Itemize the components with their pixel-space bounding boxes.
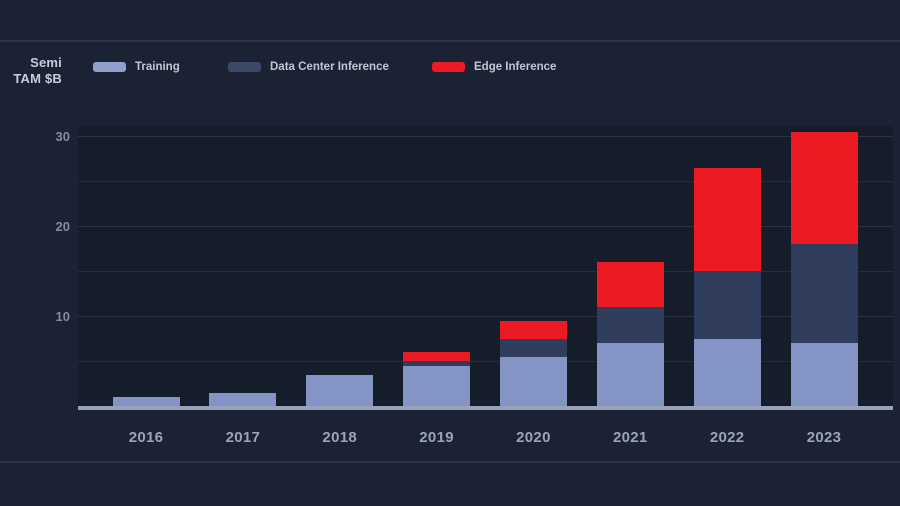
bar-segment-training-2023 (790, 343, 858, 406)
legend-label: Training (135, 61, 180, 73)
bar-segment-training-2018 (306, 374, 374, 406)
y-tick-label-30: 30 (55, 129, 70, 144)
bar-segment-data-center-inference-2020 (499, 338, 567, 357)
y-tick-label-10: 10 (55, 309, 70, 324)
gridline-5 (78, 361, 893, 362)
x-tick-label-2016: 2016 (128, 429, 164, 446)
legend-item-data-center-inference: Data Center Inference (228, 60, 389, 74)
legend-swatch-data-center-inference (228, 62, 261, 72)
gridline-25 (78, 181, 893, 182)
top-divider-line (0, 40, 900, 42)
y-tick-label-20: 20 (55, 219, 70, 234)
bottom-divider-line (0, 461, 900, 463)
legend-label: Edge Inference (474, 61, 557, 73)
x-tick-label-2019: 2019 (419, 429, 454, 446)
bar-segment-edge-inference-2022 (693, 167, 761, 271)
bar-segment-data-center-inference-2021 (596, 307, 664, 343)
x-tick-label-2020: 2020 (516, 429, 551, 446)
legend-swatch-edge-inference (432, 62, 465, 72)
bar-segment-training-2019 (403, 365, 471, 406)
gridline-15 (78, 271, 893, 272)
bar-segment-data-center-inference-2019 (403, 361, 471, 366)
gridline-10 (78, 316, 893, 317)
y-axis-title-line1: Semi (30, 55, 62, 70)
bar-segment-edge-inference-2023 (790, 131, 858, 244)
bar-segment-edge-inference-2021 (596, 262, 664, 307)
legend-item-edge-inference: Edge Inference (432, 60, 556, 74)
x-tick-label-2017: 2017 (225, 429, 261, 446)
bar-segment-edge-inference-2019 (403, 352, 471, 361)
x-tick-label-2023: 2023 (806, 429, 842, 446)
y-axis-title: Semi TAM $B (8, 55, 62, 87)
gridline-30 (78, 136, 893, 137)
bar-segment-training-2016 (112, 397, 180, 406)
bar-segment-data-center-inference-2022 (693, 271, 761, 339)
y-axis-title-line2: TAM $B (13, 71, 62, 86)
x-axis-line (78, 406, 893, 410)
x-tick-label-2021: 2021 (613, 429, 648, 446)
legend-item-training: Training (93, 60, 180, 74)
bar-segment-training-2020 (499, 356, 567, 406)
plot-area (78, 126, 893, 406)
x-tick-label-2022: 2022 (709, 429, 745, 446)
bar-segment-training-2022 (693, 338, 761, 406)
legend-swatch-training (93, 62, 126, 72)
bar-segment-training-2017 (209, 392, 277, 406)
bar-segment-data-center-inference-2023 (790, 244, 858, 343)
legend-label: Data Center Inference (270, 61, 389, 73)
bar-segment-edge-inference-2020 (499, 320, 567, 339)
x-tick-label-2018: 2018 (322, 429, 357, 446)
bar-segment-training-2021 (596, 343, 664, 406)
gridline-20 (78, 226, 893, 227)
